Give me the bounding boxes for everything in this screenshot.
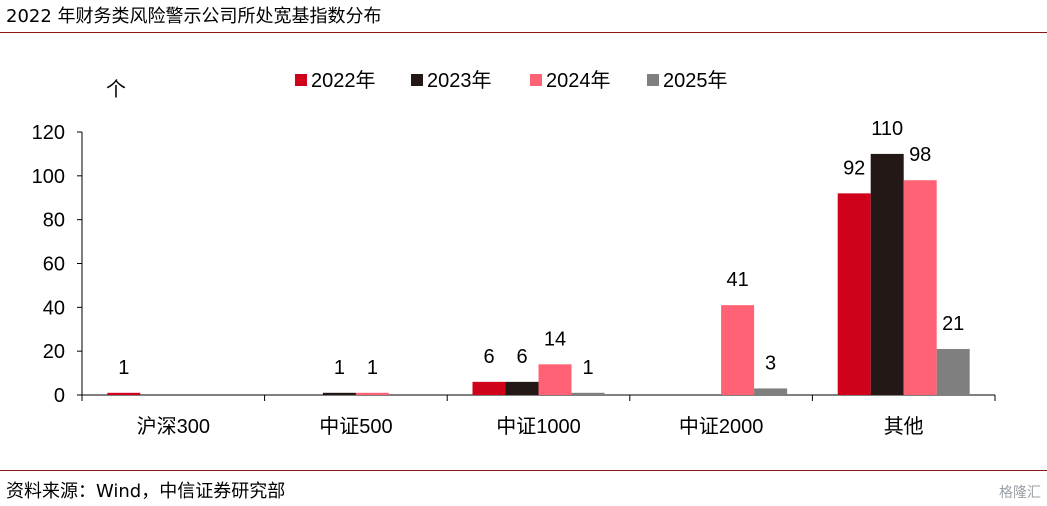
legend-label: 2025年 xyxy=(663,69,728,92)
bar-2023年-其他 xyxy=(870,153,904,395)
bar-2025年-其他 xyxy=(936,348,970,395)
x-tick-label: 中证1000 xyxy=(496,415,581,438)
data-label: 110 xyxy=(871,118,903,140)
data-label: 14 xyxy=(544,328,566,350)
y-tick-label: 20 xyxy=(43,341,65,363)
bar-2022年-中证1000 xyxy=(472,381,506,395)
legend-swatch xyxy=(411,74,423,86)
x-tick-label: 中证2000 xyxy=(679,415,764,438)
data-label: 21 xyxy=(942,313,964,335)
data-label: 6 xyxy=(483,346,494,368)
data-label: 92 xyxy=(843,157,865,179)
data-label: 1 xyxy=(118,357,129,379)
legend-swatch xyxy=(295,74,307,86)
data-label: 1 xyxy=(367,357,378,379)
y-tick-label: 120 xyxy=(32,122,65,144)
data-label: 1 xyxy=(334,357,345,379)
bar-2022年-其他 xyxy=(837,193,871,395)
chart-title: 2022 年财务类风险警示公司所处宽基指数分布 xyxy=(6,6,382,27)
data-label: 1 xyxy=(582,357,593,379)
bar-2024年-其他 xyxy=(903,180,937,395)
bar-2023年-中证1000 xyxy=(505,381,539,395)
bar-2025年-中证1000 xyxy=(571,392,605,395)
legend-swatch xyxy=(647,74,659,86)
watermark-logo: 格隆汇 xyxy=(999,485,1041,501)
x-tick-label: 沪深300 xyxy=(137,415,210,438)
bar-2024年-中证1000 xyxy=(538,364,572,395)
legend-swatch xyxy=(530,74,542,86)
y-tick-label: 60 xyxy=(43,254,65,276)
x-tick-label: 其他 xyxy=(884,415,924,438)
bar-2024年-中证2000 xyxy=(721,305,755,395)
y-tick-label: 100 xyxy=(32,166,65,188)
legend-label: 2024年 xyxy=(546,69,611,92)
source-note: 资料来源：Wind，中信证券研究部 xyxy=(6,481,286,502)
data-label: 98 xyxy=(909,144,931,166)
title-divider xyxy=(0,32,1047,33)
bar-2022年-沪深300 xyxy=(107,392,141,395)
bar-2024年-中证500 xyxy=(355,392,389,395)
data-label: 41 xyxy=(726,269,748,291)
data-label: 3 xyxy=(765,352,776,374)
legend-label: 2022年 xyxy=(311,69,376,92)
x-tick-label: 中证500 xyxy=(319,415,392,438)
y-unit-label: 个 xyxy=(106,78,126,101)
bar-2025年-中证2000 xyxy=(754,388,788,395)
source-divider xyxy=(0,470,1047,471)
bar-2023年-中证500 xyxy=(322,392,356,395)
y-tick-label: 80 xyxy=(43,210,65,232)
y-tick-label: 0 xyxy=(54,385,65,407)
data-label: 6 xyxy=(516,346,527,368)
y-tick-label: 40 xyxy=(43,297,65,319)
legend-label: 2023年 xyxy=(427,69,492,92)
